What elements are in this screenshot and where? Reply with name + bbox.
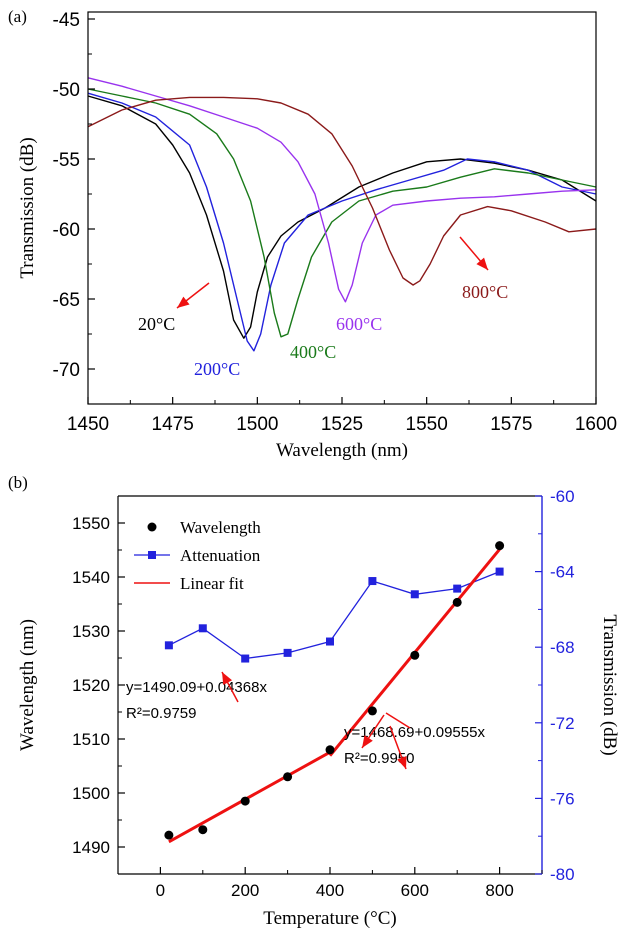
attenuation-marker	[326, 637, 334, 646]
fit-arrow-2-head	[362, 735, 373, 748]
fit-arrow-2-tail	[385, 712, 411, 729]
fit-equation-2: y=1468.69+0.09555x	[344, 724, 485, 741]
y-tick-label: -55	[53, 150, 80, 171]
y-tick-label: 1510	[72, 730, 110, 749]
x-tick-label: 1450	[67, 414, 109, 435]
panel-label-b: (b)	[8, 473, 28, 492]
legend-marker-attenuation	[148, 551, 156, 559]
x-tick-label: 200	[231, 881, 259, 900]
attenuation-marker	[241, 654, 250, 663]
y-tick-label: -70	[53, 360, 80, 381]
series-line-200c	[87, 92, 597, 352]
y2-tick-label: -68	[550, 638, 575, 657]
plot-frame-a	[87, 11, 597, 405]
series-line-600c	[87, 77, 597, 303]
attenuation-marker	[368, 577, 377, 586]
attenuation-marker	[495, 567, 504, 576]
fit-arrow-3-head	[397, 756, 407, 769]
legend-label-attenuation: Attenuation	[180, 546, 261, 565]
annotation-label-800: 800°C	[462, 282, 508, 302]
panel-a: (a) 1450 1475 1500 1525 1550 1575 1600 -45 -50 -55…	[8, 7, 617, 461]
y2-tick-label: -76	[550, 789, 575, 808]
wavelength-marker	[367, 706, 377, 716]
y-tick-label: 1500	[72, 784, 110, 803]
legend-label-wavelength: Wavelength	[180, 518, 261, 537]
x-axis-title-a: Wavelength (nm)	[276, 440, 408, 461]
y-tick-label: 1530	[72, 622, 110, 641]
fit-r2-1: R²=0.9759	[126, 705, 196, 722]
x-tick-label: 0	[156, 881, 165, 900]
y-tick-label: 1520	[72, 676, 110, 695]
x-tick-label: 800	[485, 881, 513, 900]
x-tick-label: 1575	[490, 414, 532, 435]
legend-label-fit: Linear fit	[180, 574, 244, 593]
x-tick-label: 400	[316, 881, 344, 900]
y-axis-title-b: Wavelength (nm)	[17, 619, 38, 751]
y-axis-title-a: Transmission (dB)	[17, 137, 38, 278]
annotation-label-200: 200°C	[194, 359, 240, 379]
series-line-400c	[87, 88, 597, 338]
y-tick-label: -45	[53, 10, 80, 31]
shift-arrow-right-head	[476, 257, 488, 270]
wavelength-marker	[240, 796, 250, 806]
y-tick-label: 1540	[72, 568, 110, 587]
annotation-label-600: 600°C	[336, 314, 382, 334]
x-axis-title-b: Temperature (°C)	[263, 908, 396, 929]
y2-tick-label: -64	[550, 563, 575, 582]
wavelength-marker	[452, 597, 462, 607]
x-tick-label: 1550	[406, 414, 448, 435]
legend-marker-wavelength	[147, 522, 157, 532]
y-tick-label: 1550	[72, 514, 110, 533]
y2-axis-title-b: Transmission (dB)	[599, 614, 620, 755]
wavelength-marker	[198, 825, 208, 835]
x-tick-label: 600	[401, 881, 429, 900]
y2-tick-label: -72	[550, 714, 575, 733]
fit-r2-2: R²=0.9950	[344, 750, 414, 767]
wavelength-marker	[283, 772, 293, 782]
fit-arrow-1-head	[222, 672, 233, 685]
attenuation-marker	[198, 624, 207, 633]
y-tick-label: -50	[53, 80, 80, 101]
y-tick-label: 1490	[72, 838, 110, 857]
wavelength-marker	[164, 830, 174, 840]
series-line-20c	[87, 95, 597, 339]
wavelength-marker	[495, 541, 505, 551]
shift-arrow-left-head	[177, 296, 190, 308]
attenuation-marker	[410, 590, 419, 599]
annotation-label-400: 400°C	[290, 342, 336, 362]
x-tick-label: 1500	[236, 414, 278, 435]
y2-tick-label: -80	[550, 865, 575, 884]
attenuation-marker	[283, 648, 292, 657]
panel-label-a: (a)	[8, 7, 27, 26]
x-tick-label: 1600	[575, 414, 617, 435]
y-tick-label: -60	[53, 220, 80, 241]
series-line-800c	[87, 96, 597, 286]
annotation-label-20: 20°C	[138, 314, 175, 334]
y2-tick-label: -60	[550, 487, 575, 506]
fit-equation-1: y=1490.09+0.04368x	[126, 679, 267, 696]
wavelength-marker	[325, 745, 335, 755]
wavelength-marker	[410, 650, 420, 660]
x-tick-label: 1475	[152, 414, 194, 435]
attenuation-marker	[453, 584, 462, 593]
linear-fit-segment-1	[168, 750, 331, 844]
x-tick-label: 1525	[321, 414, 363, 435]
y-tick-label: -65	[53, 290, 80, 311]
panel-b: (b) 0 200 400 600 800 1490 1500 1510 1520 1530 1540…	[8, 473, 620, 929]
attenuation-marker	[164, 641, 173, 650]
